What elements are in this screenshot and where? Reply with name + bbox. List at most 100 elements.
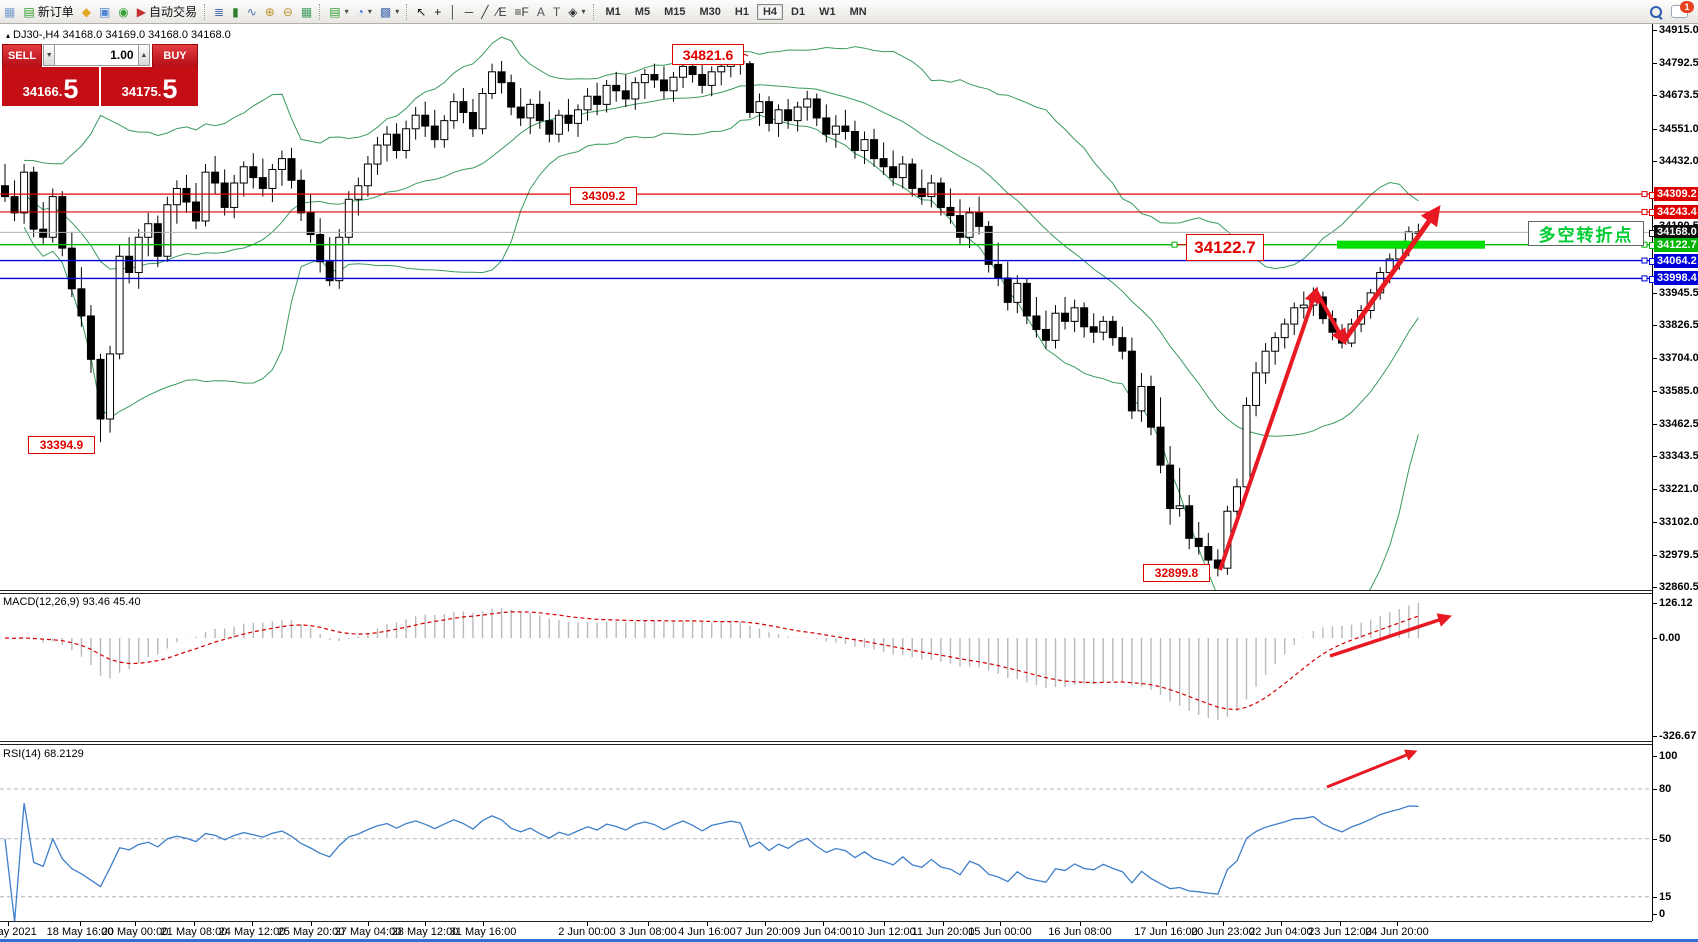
line-chart-icon: ∿ xyxy=(246,4,257,19)
price-annotation-label[interactable]: 34122.7 xyxy=(1186,234,1264,261)
rsi-trend-arrow[interactable] xyxy=(1326,749,1418,789)
price-annotation-label[interactable]: 33394.9 xyxy=(28,436,95,454)
pane-separator[interactable] xyxy=(0,741,1652,742)
accounts-icon[interactable]: ▣ xyxy=(95,2,114,22)
axis-tick xyxy=(1653,756,1657,757)
price-badge: 34064.2 xyxy=(1654,253,1698,268)
axis-tick-label: 80 xyxy=(1659,783,1672,795)
pane-separator[interactable] xyxy=(0,593,1652,594)
pane-separator[interactable] xyxy=(0,590,1652,591)
time-tick xyxy=(1080,922,1081,926)
text-icon[interactable]: A xyxy=(533,2,549,22)
trendline-icon[interactable]: ╱ xyxy=(477,2,492,22)
signal-icon[interactable]: ◉ xyxy=(114,2,132,22)
price-annotation-label[interactable]: 34309.2 xyxy=(570,187,637,205)
axis-tick-label: 32979.5 xyxy=(1659,548,1698,561)
auto-trading-button[interactable]: ▶ 自动交易 xyxy=(136,4,198,19)
axis-tick xyxy=(1653,160,1657,162)
channel-icon[interactable]: ∕E xyxy=(493,2,511,22)
rsi-indicator-label: RSI(14) 68.2129 xyxy=(3,748,84,760)
text-label-icon[interactable]: T xyxy=(549,2,564,22)
trend-arrow[interactable] xyxy=(1341,205,1441,343)
tile-windows-icon[interactable]: ▦ xyxy=(297,2,316,22)
fibonacci-icon[interactable]: ≡F xyxy=(511,2,533,22)
terminal-icon: ▦ xyxy=(4,4,16,19)
periodicity-icon[interactable]: ◔ ▾ xyxy=(356,4,372,19)
candles-chart-icon: ▮ xyxy=(232,4,239,19)
cursor-icon[interactable]: ↖ xyxy=(412,2,430,22)
buy-button[interactable]: BUY xyxy=(152,44,198,68)
axis-tick-label: 0.00 xyxy=(1659,632,1681,644)
vline-icon[interactable]: │ xyxy=(445,2,461,22)
volume-decrease-button[interactable]: ▼ xyxy=(43,44,56,66)
chart-canvas[interactable]: ▴ DJ30-,H4 34168.0 34169.0 34168.0 34168.… xyxy=(0,24,1652,922)
insert-group: ▤ ▾ ◔ ▾ ▩ ▾ xyxy=(325,0,403,23)
time-tick xyxy=(648,922,649,926)
time-tick-label: 28 May 12:00 xyxy=(391,926,459,938)
time-tick-label: 2 Jun 00:00 xyxy=(558,926,616,938)
trend-arrow[interactable] xyxy=(1314,290,1347,346)
time-tick xyxy=(884,922,885,926)
timeframe-H1[interactable]: H1 xyxy=(734,5,749,18)
one-click-trade-panel: SELL ▼ ▲ BUY 34166.5 34175.5 xyxy=(2,44,198,106)
search-icon[interactable] xyxy=(1650,6,1663,20)
new-indicator-icon[interactable]: ▤ ▾ xyxy=(329,4,349,19)
time-tick xyxy=(823,922,824,926)
zoom-out-icon[interactable]: ⊖ xyxy=(279,2,297,22)
axis-tick xyxy=(1653,63,1657,64)
timeframe-W1[interactable]: W1 xyxy=(819,5,836,18)
price-annotation-label[interactable]: 32899.8 xyxy=(1143,564,1210,582)
timeframe-M30[interactable]: M30 xyxy=(699,5,721,18)
sell-button[interactable]: SELL xyxy=(2,44,42,68)
time-tick-label: 27 May 04:00 xyxy=(334,926,402,938)
axis-tick-label: 0 xyxy=(1659,908,1666,920)
hline-icon[interactable]: ─ xyxy=(461,2,478,22)
macd-pane[interactable] xyxy=(0,594,1652,741)
timeframe-M15[interactable]: M15 xyxy=(664,5,686,18)
turning-point-note[interactable]: 多空转折点 xyxy=(1528,221,1644,246)
time-tick xyxy=(194,922,195,926)
timeframe-M1[interactable]: M1 xyxy=(605,5,621,18)
gold-icon[interactable]: ◆ xyxy=(78,2,95,22)
arrows-icon[interactable]: ◈ ▾ xyxy=(568,4,586,19)
rsi-pane[interactable] xyxy=(0,744,1652,921)
timeframe-group: M1 M5 M15 M30 H1 H4 D1 W1 MN xyxy=(599,0,874,23)
crosshair-icon[interactable]: + xyxy=(430,2,445,22)
timeframe-D1[interactable]: D1 xyxy=(791,5,806,18)
time-tick-label: 7 May 2021 xyxy=(0,926,37,938)
zoom-in-icon[interactable]: ⊕ xyxy=(261,2,279,22)
timeframe-MN[interactable]: MN xyxy=(849,5,867,18)
main-price-chart[interactable] xyxy=(0,23,1652,590)
volume-increase-button[interactable]: ▲ xyxy=(137,44,151,66)
terminal-icon[interactable]: ▦ xyxy=(0,2,19,22)
trend-arrow[interactable] xyxy=(1218,286,1320,571)
time-tick xyxy=(1281,922,1282,926)
chat-icon[interactable]: 1 xyxy=(1671,1,1694,18)
macd-trend-arrow[interactable] xyxy=(1329,613,1452,658)
line-chart-icon[interactable]: ∿ xyxy=(243,2,261,22)
template-icon[interactable]: ▩ ▾ xyxy=(379,4,400,19)
bars-chart-icon[interactable]: ≣ xyxy=(210,2,228,22)
axis-tick-label: 34432.0 xyxy=(1659,154,1698,167)
template-icon: ▩ xyxy=(379,4,392,19)
price-badge: 34168.0 xyxy=(1654,225,1698,240)
axis-tick xyxy=(1653,29,1657,31)
time-tick xyxy=(425,922,426,926)
pane-separator[interactable] xyxy=(0,744,1652,745)
price-axis[interactable]: 34915.034792.534673.534551.034432.034190… xyxy=(1649,24,1698,921)
timeframe-H4[interactable]: H4 xyxy=(756,3,783,20)
timeframe-M5[interactable]: M5 xyxy=(634,5,651,18)
trendline-icon: ╱ xyxy=(481,4,489,19)
axis-tick xyxy=(1653,128,1657,130)
axis-tick xyxy=(1653,358,1657,360)
time-tick-label: 31 May 16:00 xyxy=(449,926,517,938)
candles-chart-icon[interactable]: ▮ xyxy=(228,2,243,22)
volume-input[interactable] xyxy=(55,44,138,66)
time-tick-label: 24 Jun 20:00 xyxy=(1365,926,1429,938)
time-tick xyxy=(368,922,369,926)
price-annotation-label[interactable]: 34821.6 xyxy=(672,44,744,65)
buy-price[interactable]: 34175. 5 xyxy=(101,67,198,106)
sell-price[interactable]: 34166. 5 xyxy=(2,67,99,106)
new-order-button[interactable]: ▤ 新订单 xyxy=(23,4,74,19)
